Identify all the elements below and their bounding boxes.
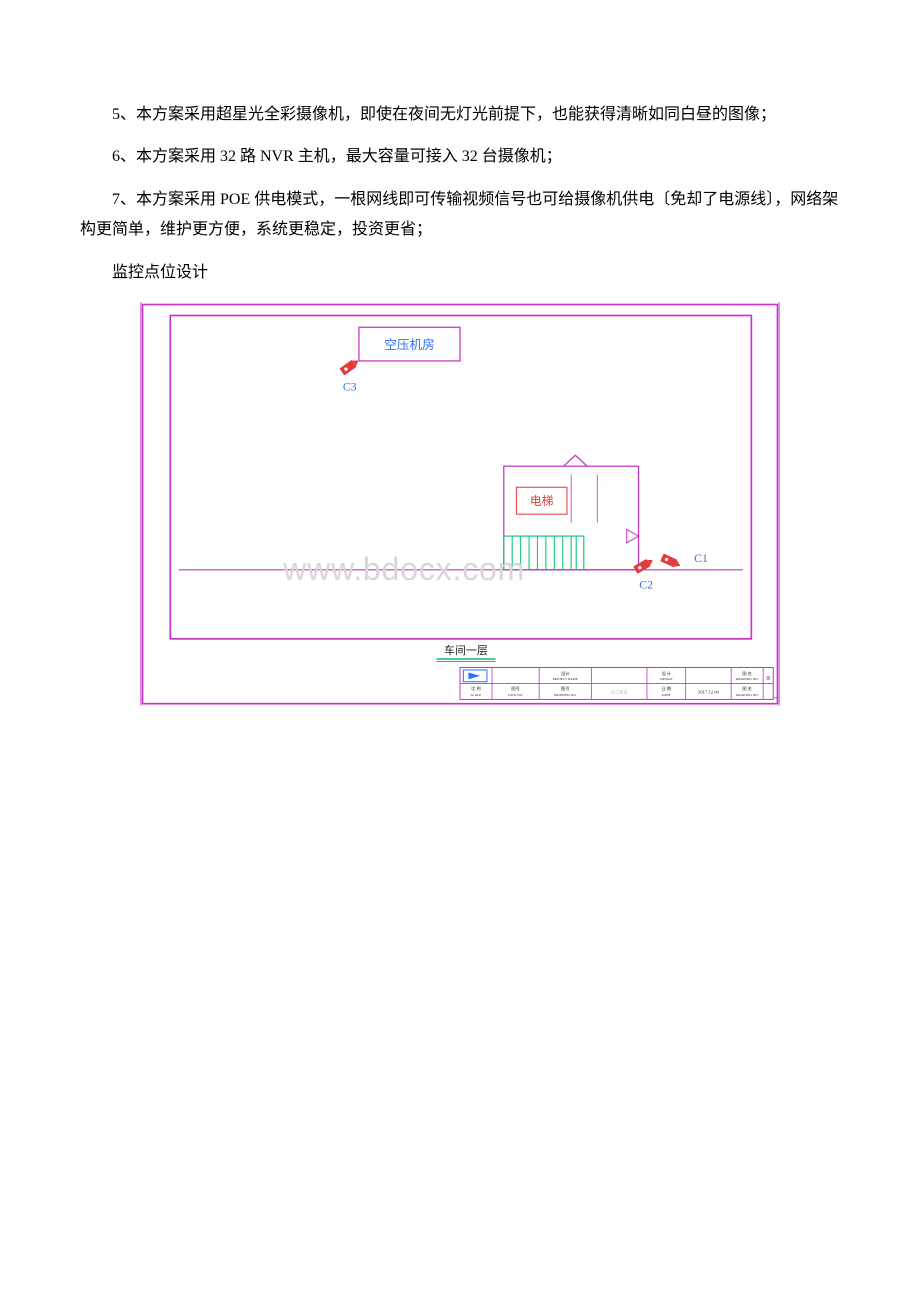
tb-c1: 设 计 xyxy=(662,670,672,677)
camera-c2-icon xyxy=(633,556,655,573)
tb-f2: DRAWING NO. xyxy=(736,693,759,697)
paragraph-5: 5、本方案采用超星光全彩摄像机，即使在夜间无灯光前提下，也能获得清晰如同白昼的图… xyxy=(80,100,840,130)
tb-d-name2: DRAWING NO. xyxy=(554,693,577,697)
floor-label: 车间一层 xyxy=(444,643,488,657)
paragraph-7: 7、本方案采用 POE 供电模式，一根网线即可传输视频信号也可给摄像机供电〔免却… xyxy=(80,185,840,246)
tb-f1: 图 名 xyxy=(742,685,751,692)
tb-b2: DWG NO. xyxy=(508,693,523,697)
camera-c2-label: C2 xyxy=(639,578,653,591)
logo-arrow-icon xyxy=(468,672,480,679)
elevator-label: 电梯 xyxy=(530,495,554,508)
tb-c2: DESIGN xyxy=(660,677,673,681)
tb-e1: 图 名 xyxy=(742,670,751,677)
compressor-room-label: 空压机房 xyxy=(384,337,435,352)
floorplan-diagram: 空压机房 C3 电梯 xyxy=(140,302,780,706)
tb-date: 2017.12.04 xyxy=(698,691,720,696)
outer-frame xyxy=(143,304,778,703)
paragraph-8: 监控点位设计 xyxy=(80,258,840,288)
camera-c3-icon xyxy=(339,357,360,375)
tb-e2: DRAWING NO. xyxy=(736,677,759,681)
camera-c1-icon xyxy=(660,553,682,569)
tb-d1: 日 期 xyxy=(662,686,671,692)
tb-b1: 图号 xyxy=(511,686,519,692)
title-block: 设计 PROJECT NAME 比 例 SCALE 图号 DWG NO. 图号 … xyxy=(460,667,773,699)
tb-project-en: PROJECT NAME xyxy=(553,677,578,681)
roof-peak xyxy=(564,455,588,466)
tb-a1: 比 例 xyxy=(471,685,480,692)
diagram-svg: 空压机房 C3 电梯 xyxy=(140,302,780,706)
tb-d-name: 图号 xyxy=(561,686,569,692)
paragraph-6: 6、本方案采用 32 路 NVR 主机，最大容量可接入 32 台摄像机； xyxy=(80,142,840,172)
camera-c1-label: C1 xyxy=(694,552,708,565)
document-body: 5、本方案采用超星光全彩摄像机，即使在夜间无灯光前提下，也能获得清晰如同白昼的图… xyxy=(0,0,920,746)
watermark: www.bdocx.com xyxy=(282,551,525,587)
plan-boundary xyxy=(170,315,751,638)
tb-d2: DATE xyxy=(662,693,671,697)
tb-end: 页 xyxy=(766,675,770,681)
tb-mid: 设工程设 xyxy=(611,689,629,696)
tb-project-zh: 设计 xyxy=(561,670,570,677)
camera-c3-label: C3 xyxy=(343,380,357,393)
elevator-side-triangle xyxy=(627,529,639,542)
tb-a2: SCALE xyxy=(471,693,482,697)
